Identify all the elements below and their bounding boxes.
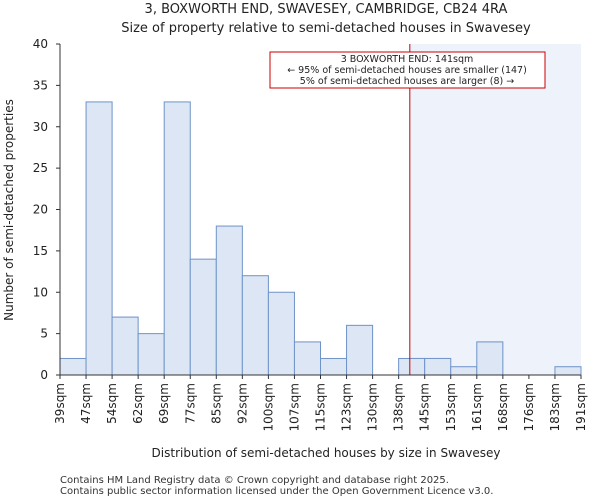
chart-title-line1: 3, BOXWORTH END, SWAVESEY, CAMBRIDGE, CB… bbox=[145, 2, 508, 17]
x-tick-label: 54sqm bbox=[105, 383, 119, 424]
chart-title-line2: Size of property relative to semi-detach… bbox=[121, 21, 531, 36]
bar bbox=[346, 324, 374, 376]
bar bbox=[111, 316, 139, 376]
annotation-border bbox=[269, 51, 546, 89]
bar bbox=[137, 333, 165, 376]
y-tick-label: 35 bbox=[33, 78, 48, 92]
bar bbox=[163, 101, 191, 376]
footer-line2: Contains public sector information licen… bbox=[60, 486, 493, 497]
x-tick-label: 85sqm bbox=[209, 383, 223, 424]
x-tick-label: 138sqm bbox=[392, 383, 406, 431]
y-tick-label: 15 bbox=[33, 244, 48, 258]
x-tick-label: 145sqm bbox=[418, 383, 432, 431]
plot-background bbox=[409, 44, 581, 375]
bar bbox=[267, 291, 295, 376]
annotation-box: 3 BOXWORTH END: 141sqm ← 95% of semi-det… bbox=[269, 51, 546, 89]
bar bbox=[59, 357, 87, 376]
bar bbox=[293, 341, 322, 376]
bar bbox=[476, 341, 504, 376]
x-tick-label: 123sqm bbox=[340, 383, 354, 431]
highlight-region bbox=[409, 44, 581, 375]
y-axis-label: Number of semi-detached properties bbox=[2, 99, 16, 321]
x-tick-label: 62sqm bbox=[131, 383, 145, 424]
bar bbox=[554, 366, 582, 376]
bar bbox=[398, 357, 426, 376]
annotation-line2: ← 95% of semi-detached houses are smalle… bbox=[287, 65, 527, 76]
annotation-line1: 3 BOXWORTH END: 141sqm bbox=[341, 54, 474, 65]
bar bbox=[424, 357, 452, 376]
bar bbox=[189, 258, 217, 376]
x-axis-label: Distribution of semi-detached houses by … bbox=[152, 446, 501, 460]
x-tick-label: 161sqm bbox=[470, 383, 484, 431]
y-tick-label: 5 bbox=[40, 327, 48, 341]
footer-line1: Contains HM Land Registry data © Crown c… bbox=[60, 475, 449, 486]
bar bbox=[320, 357, 348, 376]
x-tick-label: 183sqm bbox=[548, 383, 562, 431]
bar bbox=[85, 101, 113, 376]
y-tick-label: 20 bbox=[33, 203, 48, 217]
x-tick-label: 77sqm bbox=[183, 383, 197, 424]
bar bbox=[215, 225, 243, 376]
y-tick-label: 0 bbox=[40, 368, 48, 382]
y-axis-ticks: 0 5 10 15 20 25 30 35 40 bbox=[33, 37, 60, 382]
x-tick-label: 100sqm bbox=[261, 383, 275, 431]
histogram-bars bbox=[59, 101, 582, 376]
x-tick-label: 176sqm bbox=[522, 383, 536, 431]
annotation-line3: 5% of semi-detached houses are larger (8… bbox=[300, 76, 514, 87]
x-axis-ticks: 39sqm 47sqm 54sqm 62sqm 69sqm 77sqm 85sqm 92sqm… bbox=[53, 375, 588, 431]
y-tick-label: 30 bbox=[33, 120, 48, 134]
x-tick-label: 153sqm bbox=[444, 383, 458, 431]
x-tick-label: 69sqm bbox=[157, 383, 171, 424]
y-tick-label: 25 bbox=[33, 161, 48, 175]
x-tick-label: 47sqm bbox=[79, 383, 93, 424]
x-tick-label: 39sqm bbox=[53, 383, 67, 424]
x-tick-label: 191sqm bbox=[574, 383, 588, 431]
bar bbox=[241, 275, 269, 376]
x-tick-label: 115sqm bbox=[314, 383, 328, 431]
y-tick-label: 40 bbox=[33, 37, 48, 51]
bar bbox=[450, 366, 478, 376]
x-tick-label: 92sqm bbox=[235, 383, 249, 424]
y-tick-label: 10 bbox=[33, 285, 48, 299]
x-tick-label: 168sqm bbox=[496, 383, 510, 431]
x-tick-label: 130sqm bbox=[366, 383, 380, 431]
x-tick-label: 107sqm bbox=[287, 383, 301, 431]
